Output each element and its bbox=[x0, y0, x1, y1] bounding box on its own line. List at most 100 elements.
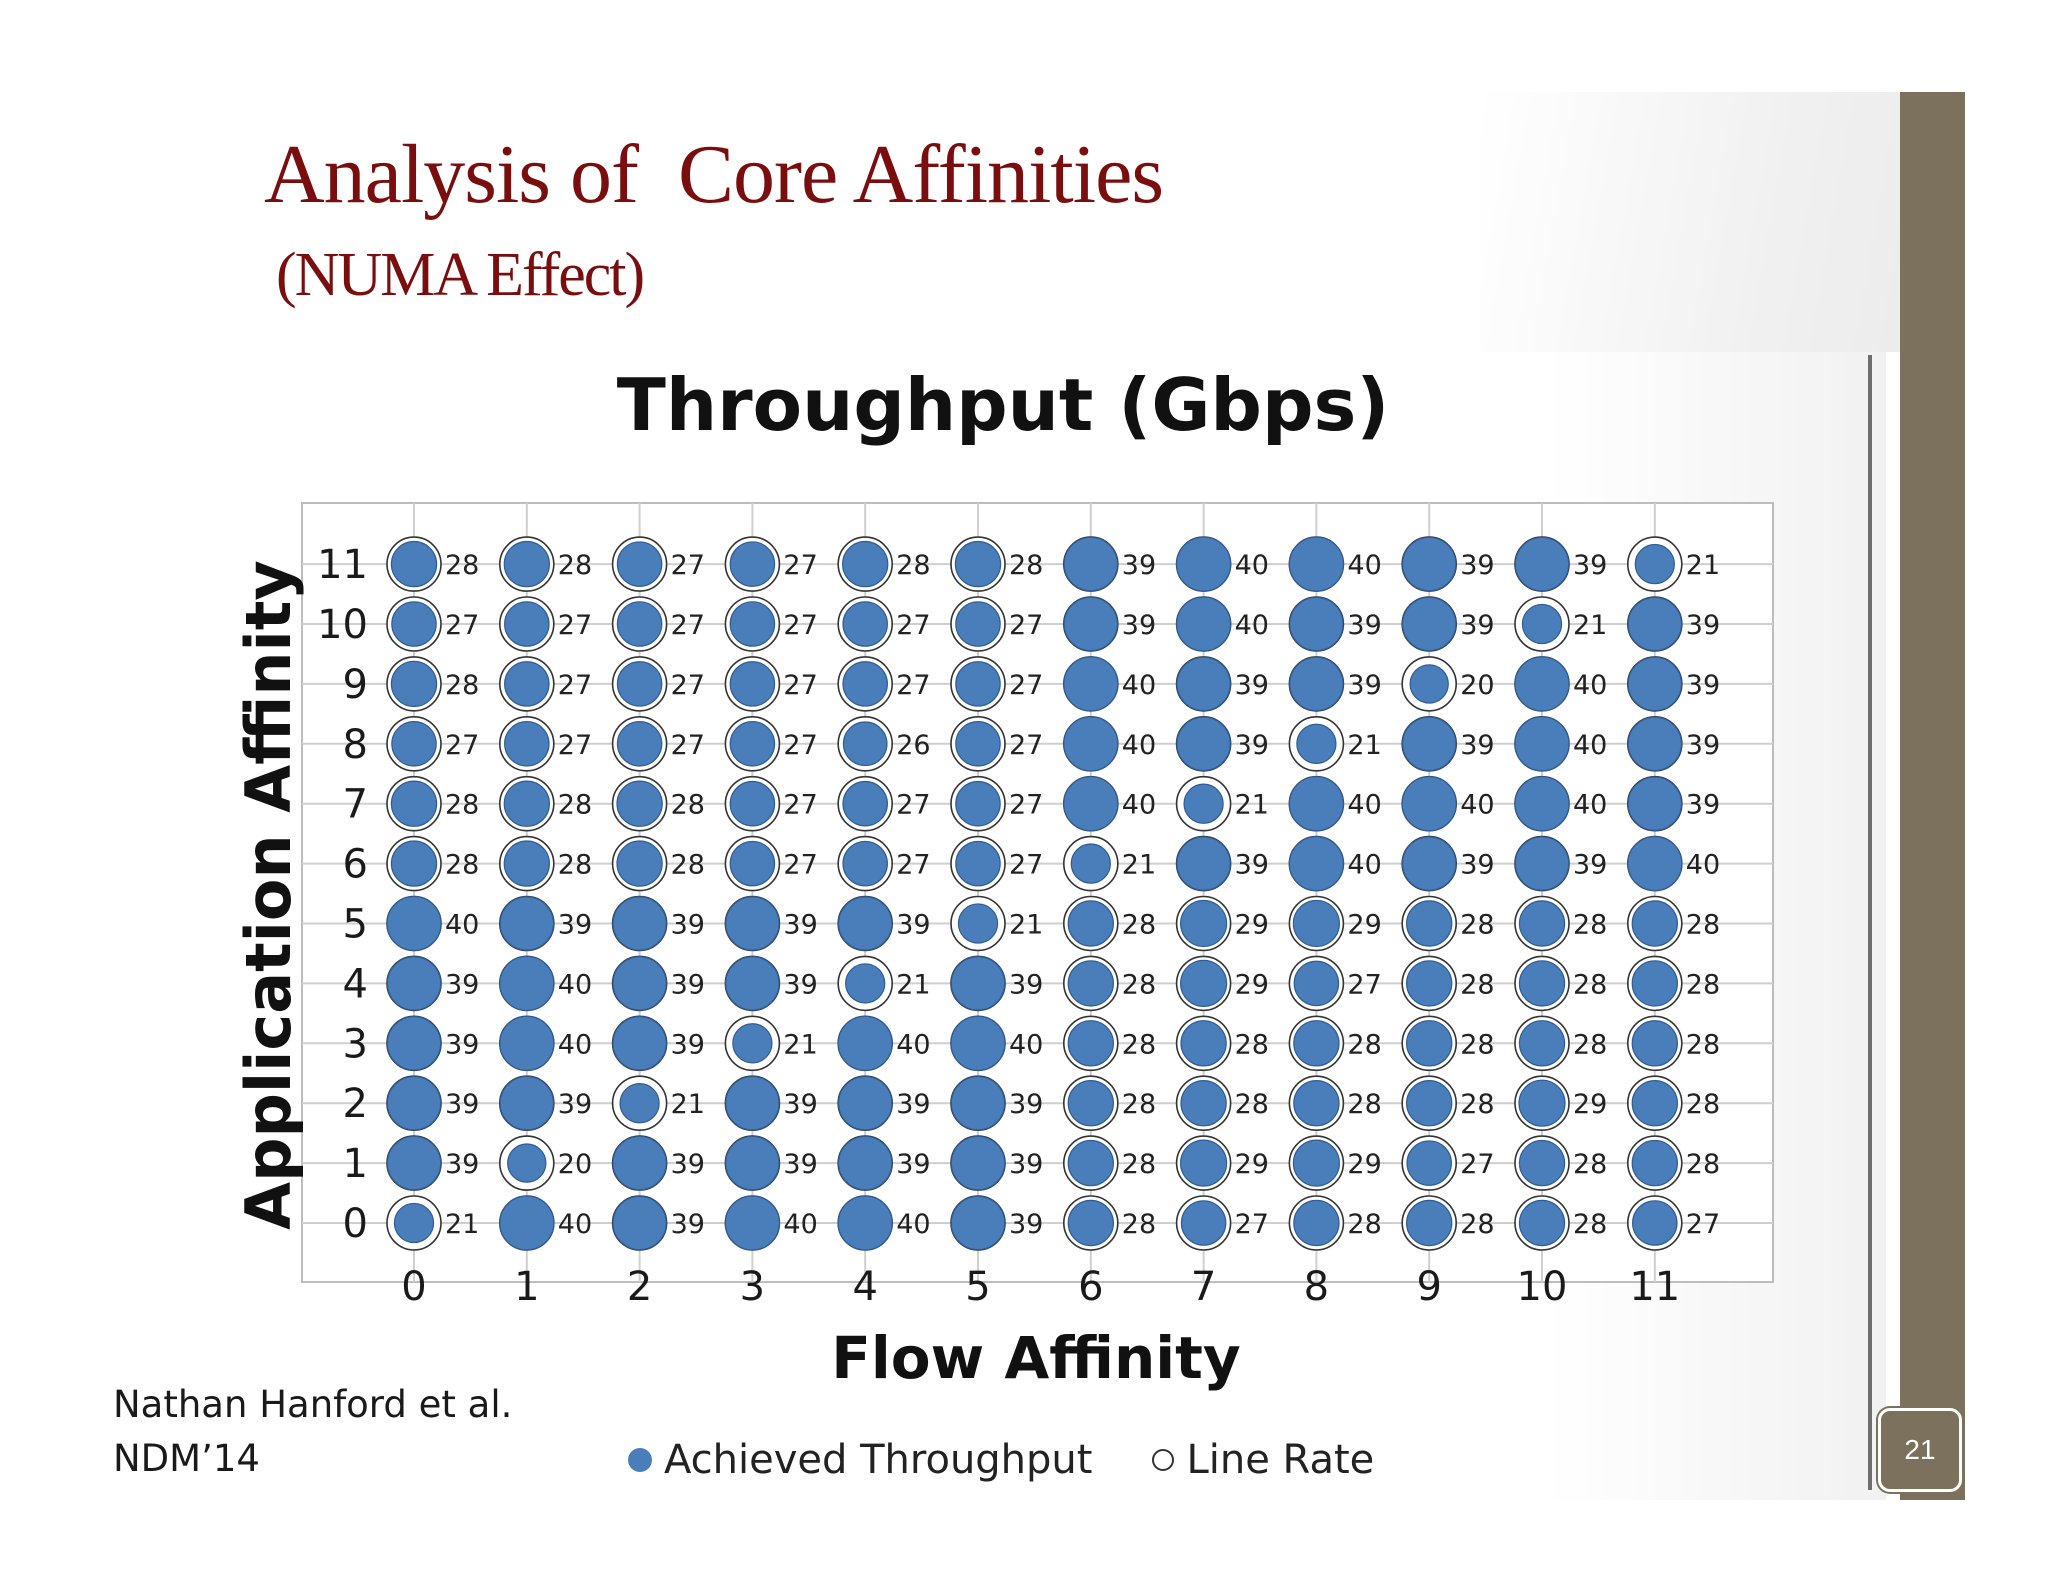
data-label: 39 bbox=[1573, 850, 1607, 881]
data-label: 39 bbox=[1009, 1089, 1043, 1120]
throughput-bubble bbox=[386, 1135, 442, 1191]
data-label: 29 bbox=[1235, 969, 1269, 1000]
citation-authors: Nathan Hanford et al. bbox=[113, 1383, 513, 1426]
throughput-bubble bbox=[1067, 1080, 1114, 1127]
data-label: 39 bbox=[558, 910, 592, 941]
throughput-bubble bbox=[1292, 1139, 1340, 1187]
throughput-bubble bbox=[1293, 1199, 1340, 1247]
data-label: 28 bbox=[445, 790, 479, 821]
data-label: 39 bbox=[896, 910, 930, 941]
page-number: 21 bbox=[1878, 1408, 1962, 1492]
data-label: 39 bbox=[1009, 1149, 1043, 1180]
slide-title: Analysis of Core Affinities bbox=[264, 128, 1164, 221]
throughput-bubble bbox=[1406, 900, 1453, 947]
data-label: 40 bbox=[558, 1209, 592, 1240]
data-label: 29 bbox=[1347, 910, 1381, 941]
data-label: 28 bbox=[558, 850, 592, 881]
data-label: 27 bbox=[783, 850, 817, 881]
data-label: 39 bbox=[1122, 550, 1156, 581]
data-label: 39 bbox=[1122, 610, 1156, 641]
data-label: 27 bbox=[1009, 610, 1043, 641]
throughput-bubble bbox=[499, 1015, 555, 1071]
data-label: 27 bbox=[896, 850, 930, 881]
data-label: 39 bbox=[445, 1149, 479, 1180]
data-label: 39 bbox=[1235, 850, 1269, 881]
throughput-bubble bbox=[612, 1195, 667, 1251]
x-tick-label: 2 bbox=[627, 1264, 652, 1310]
throughput-bubble bbox=[1067, 1199, 1114, 1247]
throughput-bubble bbox=[1289, 656, 1344, 712]
throughput-bubble bbox=[612, 896, 667, 951]
throughput-bubble bbox=[612, 956, 667, 1011]
data-label: 28 bbox=[671, 790, 705, 821]
throughput-bubble bbox=[1063, 656, 1119, 712]
data-label: 39 bbox=[896, 1149, 930, 1180]
throughput-bubble bbox=[954, 540, 1002, 588]
data-label: 40 bbox=[783, 1209, 817, 1240]
data-label: 28 bbox=[445, 670, 479, 701]
throughput-bubble bbox=[1518, 1020, 1566, 1067]
data-label: 40 bbox=[896, 1209, 930, 1240]
data-label: 40 bbox=[1347, 550, 1381, 581]
throughput-bubble bbox=[1631, 900, 1678, 947]
data-label: 27 bbox=[558, 610, 592, 641]
throughput-bubble bbox=[950, 1075, 1006, 1131]
throughput-bubble bbox=[950, 1015, 1006, 1071]
throughput-bubble bbox=[955, 661, 1001, 707]
throughput-bubble bbox=[957, 903, 999, 944]
achieved-throughput-legend-marker bbox=[628, 1448, 652, 1472]
throughput-bubble bbox=[1406, 1020, 1453, 1067]
data-label: 26 bbox=[896, 730, 930, 761]
data-label: 28 bbox=[1573, 1149, 1607, 1180]
chart-border bbox=[1868, 355, 1872, 1490]
x-tick-label: 11 bbox=[1629, 1264, 1680, 1310]
x-tick-label: 10 bbox=[1517, 1264, 1568, 1310]
data-label: 29 bbox=[1235, 1149, 1269, 1180]
throughput-bubble bbox=[1514, 656, 1570, 712]
data-label: 39 bbox=[1460, 610, 1494, 641]
data-label: 39 bbox=[1460, 850, 1494, 881]
data-label: 39 bbox=[1686, 730, 1720, 761]
throughput-bubble bbox=[955, 780, 1001, 827]
throughput-bubble bbox=[842, 540, 889, 588]
throughput-bubble bbox=[1288, 776, 1345, 832]
data-label: 40 bbox=[558, 1029, 592, 1060]
throughput-bubble bbox=[1518, 1139, 1566, 1187]
data-label: 28 bbox=[1009, 550, 1043, 581]
data-label: 21 bbox=[1573, 610, 1607, 641]
x-tick-label: 1 bbox=[514, 1264, 539, 1310]
throughput-bubble bbox=[1180, 1020, 1227, 1067]
throughput-bubble bbox=[1514, 776, 1570, 832]
data-label: 20 bbox=[558, 1149, 592, 1180]
data-label: 27 bbox=[671, 610, 705, 641]
throughput-bubble bbox=[1292, 899, 1340, 948]
throughput-bubble bbox=[1632, 1200, 1678, 1246]
data-label: 39 bbox=[1460, 730, 1494, 761]
throughput-bubble bbox=[837, 1015, 893, 1071]
x-axis-label: Flow Affinity bbox=[831, 1324, 1240, 1392]
data-label: 21 bbox=[1122, 850, 1156, 881]
data-label: 21 bbox=[671, 1089, 705, 1120]
data-label: 39 bbox=[896, 1089, 930, 1120]
throughput-bubble bbox=[1406, 960, 1453, 1007]
throughput-bubble bbox=[1627, 596, 1683, 652]
data-label: 27 bbox=[558, 670, 592, 701]
data-label: 40 bbox=[1573, 670, 1607, 701]
data-label: 28 bbox=[445, 550, 479, 581]
throughput-bubble bbox=[1406, 1140, 1452, 1186]
data-label: 28 bbox=[1573, 1209, 1607, 1240]
throughput-bubble bbox=[1067, 900, 1114, 947]
x-tick-label: 9 bbox=[1416, 1264, 1441, 1310]
throughput-bubble bbox=[1180, 1139, 1228, 1187]
data-label: 28 bbox=[1686, 969, 1720, 1000]
data-label: 28 bbox=[558, 790, 592, 821]
data-label: 39 bbox=[1347, 610, 1381, 641]
data-label: 20 bbox=[1460, 670, 1494, 701]
throughput-bubble bbox=[1288, 536, 1345, 592]
throughput-bubble bbox=[1514, 536, 1570, 592]
throughput-bubble bbox=[1627, 716, 1683, 772]
data-label: 27 bbox=[1009, 730, 1043, 761]
throughput-bubble bbox=[1288, 835, 1345, 892]
data-label: 28 bbox=[445, 850, 479, 881]
data-label: 27 bbox=[783, 670, 817, 701]
